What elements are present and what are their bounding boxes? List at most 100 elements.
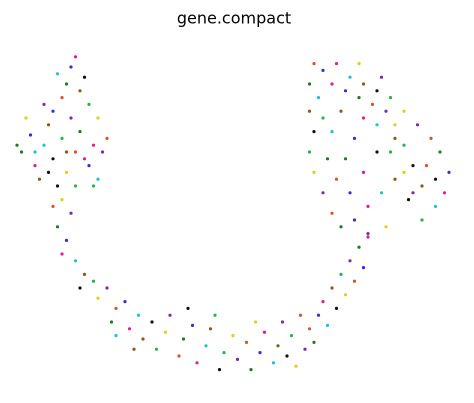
point (64, 170, 69, 174)
point (127, 327, 132, 331)
point (285, 354, 289, 358)
point (348, 191, 352, 195)
point (289, 334, 294, 338)
point (438, 150, 442, 154)
point (91, 184, 96, 188)
point (406, 198, 411, 202)
point (420, 184, 424, 188)
point (60, 96, 64, 100)
point (366, 204, 370, 208)
point (78, 130, 82, 134)
point (249, 368, 253, 372)
point (213, 313, 217, 317)
point (384, 225, 388, 229)
point (262, 330, 267, 334)
point (168, 313, 172, 317)
point (370, 102, 375, 106)
point (424, 164, 429, 168)
point (343, 157, 348, 161)
point (235, 357, 240, 361)
point (177, 354, 181, 358)
point (109, 320, 114, 324)
point (60, 198, 64, 202)
point (276, 344, 280, 348)
point (339, 272, 343, 276)
point (312, 170, 316, 174)
point (352, 279, 357, 283)
point (357, 62, 361, 66)
point (186, 306, 190, 310)
point (105, 286, 109, 290)
point (379, 75, 384, 79)
point (375, 150, 379, 154)
point (307, 150, 312, 154)
point (321, 116, 325, 120)
point (361, 82, 366, 86)
point (357, 96, 361, 100)
point (42, 143, 46, 147)
point (330, 286, 334, 290)
point (379, 191, 384, 195)
point (190, 323, 195, 327)
point (244, 340, 249, 344)
point (73, 184, 78, 188)
point (343, 89, 348, 93)
point (321, 68, 325, 72)
point (366, 235, 370, 239)
point (388, 150, 393, 154)
point (294, 364, 298, 368)
point (78, 89, 82, 93)
point (141, 337, 145, 341)
point (307, 82, 312, 86)
point (388, 96, 393, 100)
point (96, 177, 100, 181)
point (19, 150, 24, 154)
point (330, 82, 334, 86)
point (375, 89, 379, 93)
point (393, 136, 397, 140)
point (51, 157, 55, 161)
point (217, 368, 222, 372)
point (330, 130, 334, 134)
point (123, 300, 127, 304)
point (28, 133, 33, 137)
point (307, 327, 312, 331)
point (69, 65, 73, 69)
point (325, 323, 330, 327)
point (82, 272, 87, 276)
point (357, 245, 361, 249)
point (271, 361, 276, 365)
point (55, 72, 60, 76)
point (222, 351, 226, 355)
point (51, 109, 55, 113)
point (253, 320, 258, 324)
point (64, 150, 69, 154)
point (60, 136, 64, 140)
point (361, 266, 366, 270)
point (343, 293, 348, 297)
point (73, 259, 78, 263)
point (321, 300, 325, 304)
point (208, 327, 213, 331)
point (15, 143, 19, 147)
point (91, 279, 96, 283)
point (411, 164, 415, 168)
point (46, 170, 51, 174)
point (366, 232, 370, 236)
point (69, 211, 73, 215)
point (442, 191, 447, 195)
point (33, 150, 37, 154)
point (402, 143, 406, 147)
point (312, 62, 316, 66)
point (280, 320, 285, 324)
point (150, 320, 154, 324)
point (69, 116, 73, 120)
point (339, 225, 343, 229)
point (204, 344, 208, 348)
point (402, 170, 406, 174)
point (181, 337, 186, 341)
point (384, 109, 388, 113)
point (415, 123, 420, 127)
point (429, 136, 433, 140)
point (361, 116, 366, 120)
